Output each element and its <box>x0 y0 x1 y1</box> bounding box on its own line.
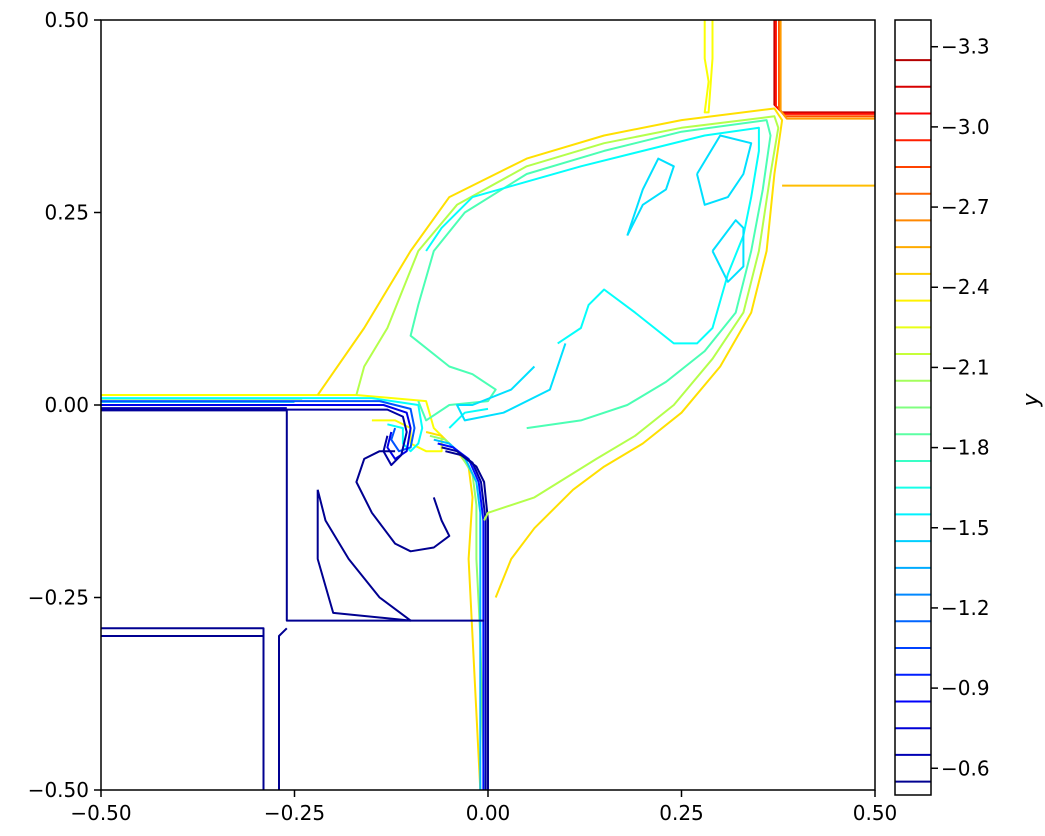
contour-line <box>101 400 416 453</box>
contour-line <box>433 438 482 790</box>
contour-line <box>703 20 714 114</box>
y-tick-label: −0.25 <box>28 586 89 610</box>
contour-line <box>316 107 784 598</box>
y-axis: 0.50 0.25 0.00 −0.25 −0.50 <box>28 8 101 802</box>
y-tick-label: −0.50 <box>28 778 89 802</box>
x-axis: −0.50 −0.25 0.00 0.25 0.50 <box>70 790 897 825</box>
colorbar-tick-label: −3.0 <box>941 115 990 139</box>
contour-line <box>429 434 486 791</box>
x-tick-label: 0.50 <box>853 801 898 825</box>
contour-line <box>456 343 567 422</box>
contour-line <box>101 404 412 460</box>
contour-line <box>355 115 780 521</box>
contour-line <box>278 627 288 790</box>
contour-line <box>778 20 875 118</box>
contour-line <box>316 489 412 622</box>
colorbar: −0.6 −0.9 −1.2 −1.5 −1.8 −2.1 −2.4 −2.7 −3.0 −3.3 <box>895 35 990 783</box>
colorbar-label: y <box>1019 393 1044 408</box>
contour-line <box>355 450 451 553</box>
colorbar-tick-label: −1.2 <box>941 596 990 620</box>
contour-line <box>441 446 487 790</box>
colorbar-tick-label: −1.5 <box>941 516 990 540</box>
contour-line <box>445 450 489 790</box>
contour-line <box>773 20 875 114</box>
contour-line <box>425 126 760 345</box>
colorbar-tick-label: −2.4 <box>941 275 990 299</box>
contour-lines <box>101 20 875 791</box>
contour-line <box>711 219 745 283</box>
y-tick-label: 0.50 <box>44 8 89 32</box>
y-tick-label: 0.25 <box>44 201 89 225</box>
contour-line <box>626 157 675 237</box>
contour-line <box>409 119 772 430</box>
contour-line <box>425 431 482 791</box>
contour-line <box>437 442 485 790</box>
contour-line <box>101 627 265 790</box>
x-tick-label: −0.25 <box>264 801 325 825</box>
x-tick-label: 0.00 <box>466 801 511 825</box>
colorbar-tick-label: −1.8 <box>941 436 990 460</box>
colorbar-tick-label: −2.1 <box>941 355 990 379</box>
contour-line <box>101 635 265 790</box>
colorbar-tick-label: −2.7 <box>941 195 990 219</box>
contour-line <box>101 397 424 453</box>
y-tick-label: 0.00 <box>44 393 89 417</box>
colorbar-tick-label: −3.3 <box>941 35 990 59</box>
contour-line <box>101 408 408 467</box>
contour-line <box>285 408 485 622</box>
colorbar-tick-label: −0.9 <box>941 676 990 700</box>
contour-line <box>448 407 489 429</box>
contour-line <box>779 20 875 120</box>
x-tick-label: −0.50 <box>70 801 131 825</box>
x-tick-label: 0.25 <box>659 801 704 825</box>
colorbar-tick-label: −0.6 <box>941 756 990 780</box>
colorbar-frame <box>894 19 932 796</box>
contour-line <box>774 20 875 115</box>
contour-line <box>696 134 753 206</box>
